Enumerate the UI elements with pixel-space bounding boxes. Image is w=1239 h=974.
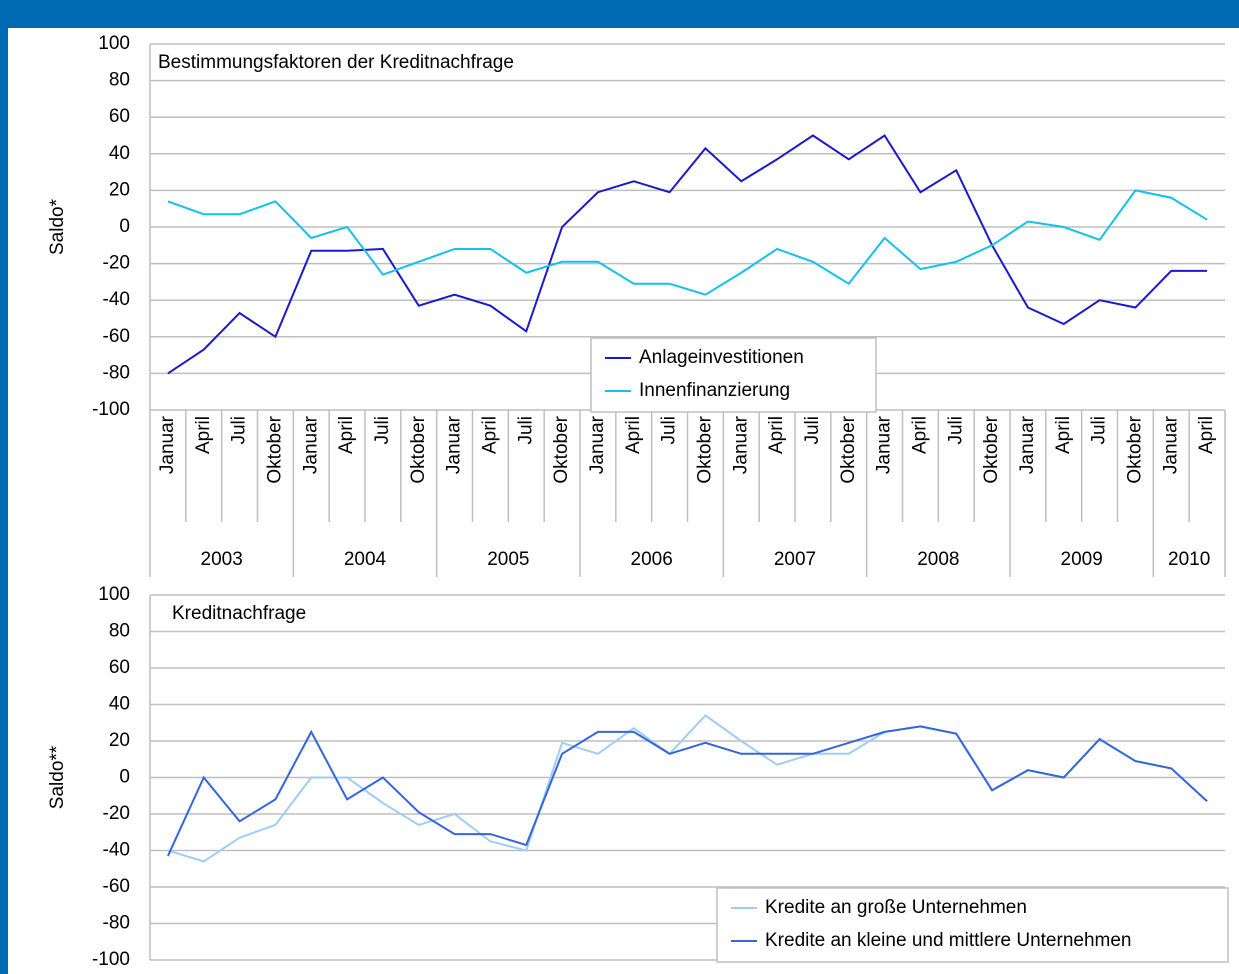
frame-top (0, 0, 1239, 28)
y-axis-label: Saldo* (47, 198, 68, 255)
y-axis-label: Saldo** (47, 745, 68, 809)
y-tick-label: 100 (98, 33, 130, 54)
x-tick-label: Juli (945, 416, 966, 445)
x-tick-label: Juli (1089, 416, 1110, 445)
chart-title: Kreditnachfrage (172, 603, 306, 624)
y-tick-label: 80 (109, 70, 130, 91)
x-tick-label: Januar (1017, 415, 1038, 474)
y-tick-label: -60 (103, 876, 130, 897)
frame-left (0, 0, 8, 974)
y-tick-label: -80 (103, 913, 130, 934)
x-tick-label: Oktober (694, 415, 715, 483)
x-tick-label: April (1053, 416, 1074, 454)
y-tick-label: 0 (119, 767, 130, 788)
series-line (167, 714, 1208, 863)
x-tick-label: Juli (229, 416, 250, 445)
y-tick-label: 80 (109, 621, 130, 642)
y-tick-label: -40 (103, 289, 130, 310)
x-tick-label: Juli (515, 416, 536, 445)
x-tick-label: Oktober (551, 415, 572, 483)
x-tick-label: Januar (300, 415, 321, 474)
legend-label: Innenfinanzierung (639, 380, 790, 401)
legend-label: Anlageinvestitionen (639, 347, 804, 368)
x-tick-label: April (1196, 416, 1217, 454)
x-tick-label: Juli (372, 416, 393, 445)
y-tick-label: -80 (103, 362, 130, 383)
x-tick-label: Oktober (408, 415, 429, 483)
group-label: 2008 (917, 549, 959, 570)
group-label: 2005 (487, 549, 529, 570)
x-tick-label: Oktober (838, 415, 859, 483)
x-tick-label: April (193, 416, 214, 454)
y-tick-label: -40 (103, 840, 130, 861)
y-tick-label: 60 (109, 657, 130, 678)
chart-title: Bestimmungsfaktoren der Kreditnachfrage (158, 52, 514, 73)
y-tick-label: 20 (109, 730, 130, 751)
y-tick-label: -100 (92, 949, 130, 970)
y-tick-label: 20 (109, 179, 130, 200)
y-tick-label: 40 (109, 694, 130, 715)
y-tick-label: -100 (92, 399, 130, 420)
x-tick-label: Januar (587, 415, 608, 474)
y-tick-label: -20 (103, 253, 130, 274)
group-label: 2004 (344, 549, 387, 570)
y-tick-label: -60 (103, 326, 130, 347)
y-tick-label: 60 (109, 106, 130, 127)
x-tick-label: Januar (874, 415, 895, 474)
group-label: 2007 (774, 549, 816, 570)
x-tick-label: Januar (444, 415, 465, 474)
series-line (167, 189, 1208, 296)
legend-box (716, 887, 1229, 963)
y-tick-label: 0 (119, 216, 130, 237)
x-tick-label: April (479, 416, 500, 454)
x-tick-label: April (766, 416, 787, 454)
y-tick-label: -20 (103, 803, 130, 824)
group-label: 2009 (1061, 549, 1103, 570)
legend-label: Kredite an große Unternehmen (765, 897, 1027, 918)
x-tick-label: Juli (802, 416, 823, 445)
x-tick-label: Oktober (981, 415, 1002, 483)
x-tick-label: Juli (659, 416, 680, 445)
y-tick-label: 40 (109, 143, 130, 164)
x-tick-label: April (336, 416, 357, 454)
x-tick-label: Januar (730, 415, 751, 474)
y-tick-label: 100 (98, 584, 130, 605)
x-tick-label: Januar (157, 415, 178, 474)
group-label: 2006 (631, 549, 673, 570)
series-line (167, 725, 1208, 857)
group-label: 2003 (201, 549, 243, 570)
x-tick-label: Januar (1160, 415, 1181, 474)
legend-label: Kredite an kleine und mittlere Unternehm… (765, 930, 1131, 951)
series-line (167, 134, 1208, 375)
legend-box (590, 337, 877, 413)
x-tick-label: Oktober (1124, 415, 1145, 483)
x-tick-label: April (909, 416, 930, 454)
x-tick-label: Oktober (264, 415, 285, 483)
group-label: 2010 (1168, 549, 1210, 570)
x-tick-label: April (623, 416, 644, 454)
